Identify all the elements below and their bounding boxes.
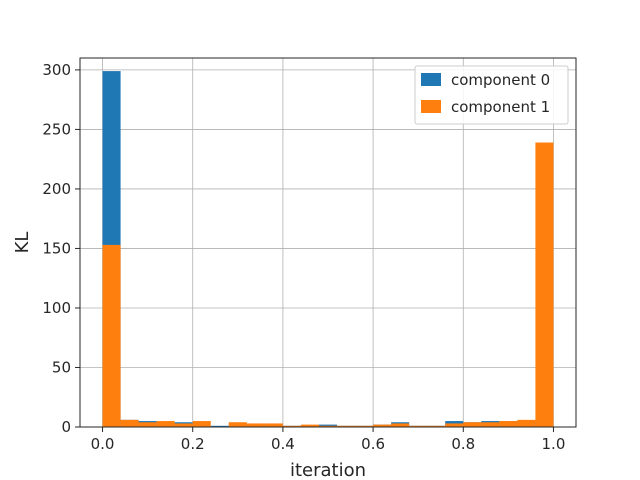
- bar-component-1: [246, 423, 265, 427]
- bar-component-1: [156, 421, 175, 427]
- series-component-1-bars: [102, 142, 554, 427]
- bar-component-1: [427, 425, 446, 427]
- bar-component-1: [282, 425, 301, 427]
- y-tick-label: 0: [61, 418, 71, 436]
- bar-component-1: [120, 419, 139, 427]
- legend: component 0 component 1: [414, 65, 569, 125]
- bar-component-1: [355, 425, 374, 427]
- bar-component-1: [264, 423, 283, 427]
- x-tick-label: 0.4: [271, 435, 295, 453]
- x-tick-label: 0.8: [451, 435, 475, 453]
- bar-component-1: [499, 421, 518, 427]
- x-tick-label: 1.0: [542, 435, 566, 453]
- x-tick-label: 0.2: [181, 435, 205, 453]
- bar-component-1: [481, 422, 500, 427]
- bar-component-1: [138, 422, 157, 427]
- bar-component-1: [337, 425, 356, 427]
- x-axis-ticks: 0.0 0.2 0.4 0.6 0.8 1.0: [91, 427, 566, 453]
- x-tick-label: 0.6: [361, 435, 385, 453]
- legend-label-component-1: component 1: [451, 98, 550, 116]
- bar-component-1: [300, 424, 319, 427]
- bar-component-0: [210, 425, 229, 427]
- bar-component-1: [445, 423, 464, 427]
- x-axis-label: iteration: [290, 460, 366, 480]
- bar-component-1: [463, 422, 482, 427]
- y-tick-label: 300: [42, 61, 71, 79]
- y-tick-label: 250: [42, 120, 71, 138]
- bar-component-1: [102, 244, 121, 427]
- x-tick-label: 0.0: [91, 435, 115, 453]
- y-tick-label: 200: [42, 180, 71, 198]
- bar-component-1: [373, 424, 392, 427]
- y-tick-label: 100: [42, 299, 71, 317]
- legend-swatch-component-0: [421, 73, 441, 86]
- y-tick-label: 50: [52, 358, 71, 376]
- bar-component-1: [318, 425, 338, 427]
- bar-component-1: [535, 142, 554, 427]
- y-axis-label: KL: [12, 232, 33, 254]
- legend-box: [414, 65, 569, 125]
- bar-component-1: [409, 425, 428, 427]
- plot-frame: [79, 57, 577, 428]
- y-axis-ticks: 0 50 100 150 200 250 300: [42, 61, 80, 436]
- y-tick-label: 150: [42, 239, 71, 257]
- bar-component-1: [517, 419, 536, 427]
- bar-component-1: [174, 423, 193, 427]
- legend-label-component-0: component 0: [451, 71, 550, 89]
- legend-swatch-component-1: [421, 100, 441, 113]
- bar-component-1: [228, 422, 247, 427]
- bar-component-1: [391, 423, 410, 427]
- bar-component-1: [192, 421, 211, 427]
